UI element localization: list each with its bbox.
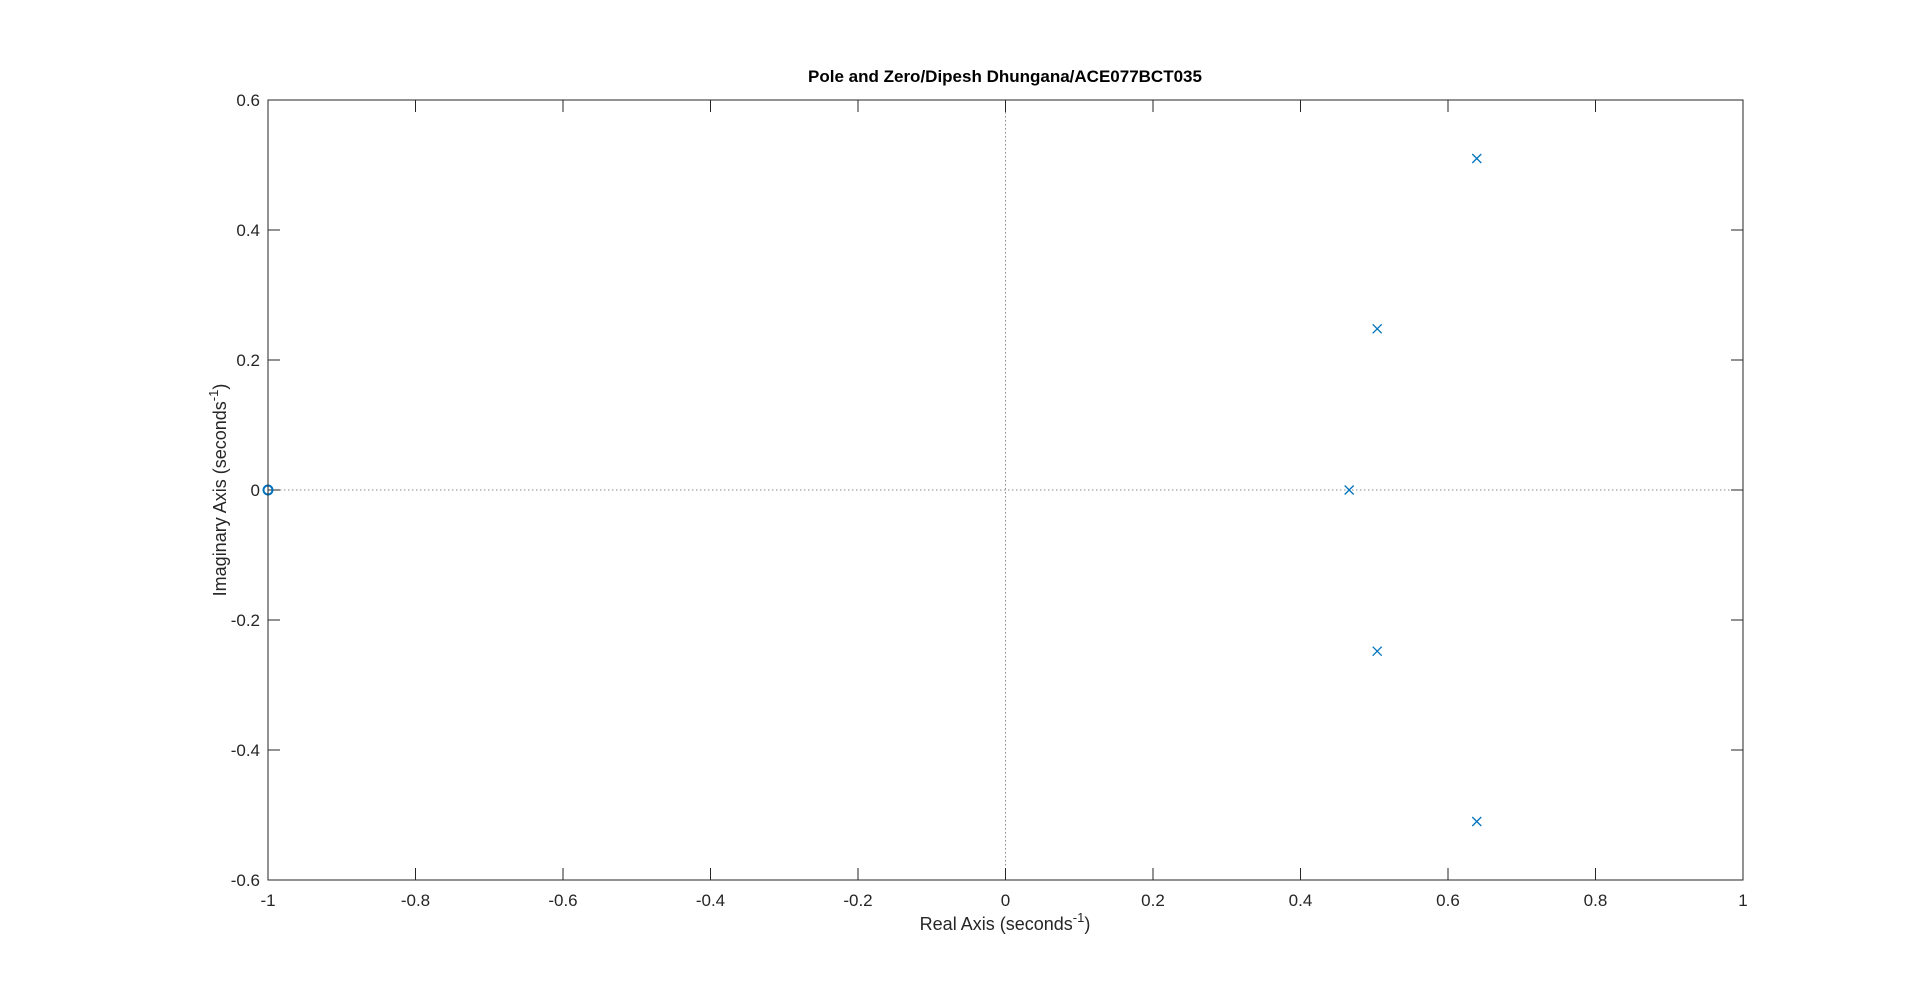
axis-tick-labels: -1 -0.8 -0.6 -0.4 -0.2 0 0.2 0.4 0.6 0.8 1 -0.6 -0.4… bbox=[231, 91, 1748, 910]
chart-title: Pole and Zero/Dipesh Dhungana/ACE077BCT0… bbox=[808, 67, 1202, 86]
y-axis-label-suffix: ) bbox=[210, 384, 230, 390]
x-axis-label-suffix: ) bbox=[1084, 914, 1090, 934]
x-tick-label: -1 bbox=[260, 891, 275, 910]
y-tick-label: 0.2 bbox=[236, 351, 260, 370]
pole-marker-stroke bbox=[1471, 153, 1482, 164]
y-axis-label-text: Imaginary Axis (seconds bbox=[210, 401, 230, 596]
pole-marker-stroke bbox=[1372, 646, 1383, 657]
x-tick-label: 0 bbox=[1001, 891, 1010, 910]
x-axis-label: Real Axis (seconds-1) bbox=[920, 910, 1091, 934]
axis-ticks bbox=[267, 99, 1744, 881]
pole-marker bbox=[1372, 323, 1383, 334]
x-tick-label: 0.2 bbox=[1141, 891, 1165, 910]
pole-marker bbox=[1471, 153, 1482, 164]
pole-marker bbox=[1471, 816, 1482, 827]
x-tick-label: 1 bbox=[1738, 891, 1747, 910]
y-tick-label: -0.6 bbox=[231, 871, 260, 890]
x-tick-label: 0.8 bbox=[1584, 891, 1608, 910]
x-tick-label: 0.4 bbox=[1289, 891, 1313, 910]
pole-marker-stroke bbox=[1471, 816, 1482, 827]
x-tick-label: -0.4 bbox=[696, 891, 725, 910]
pole-marker-stroke bbox=[1372, 323, 1383, 334]
pole-marker bbox=[1372, 646, 1383, 657]
x-tick-label: -0.2 bbox=[843, 891, 872, 910]
y-tick-label: -0.4 bbox=[231, 741, 260, 760]
y-tick-label: 0.6 bbox=[236, 91, 260, 110]
x-tick-label: 0.6 bbox=[1436, 891, 1460, 910]
pole-marker-stroke bbox=[1344, 485, 1355, 495]
reference-lines bbox=[268, 100, 1743, 880]
y-tick-label: 0 bbox=[251, 481, 260, 500]
y-axis-label: Imaginary Axis (seconds-1) bbox=[206, 384, 230, 597]
pole-marker bbox=[1344, 485, 1355, 495]
y-tick-label: -0.2 bbox=[231, 611, 260, 630]
x-axis-label-text: Real Axis (seconds bbox=[920, 914, 1073, 934]
plot-area-border bbox=[267, 99, 1744, 881]
data-markers bbox=[262, 153, 1482, 827]
y-axis-label-superscript: -1 bbox=[206, 390, 221, 402]
x-axis-label-superscript: -1 bbox=[1073, 910, 1085, 925]
y-tick-label: 0.4 bbox=[236, 221, 260, 240]
x-tick-label: -0.8 bbox=[401, 891, 430, 910]
x-tick-label: -0.6 bbox=[548, 891, 577, 910]
